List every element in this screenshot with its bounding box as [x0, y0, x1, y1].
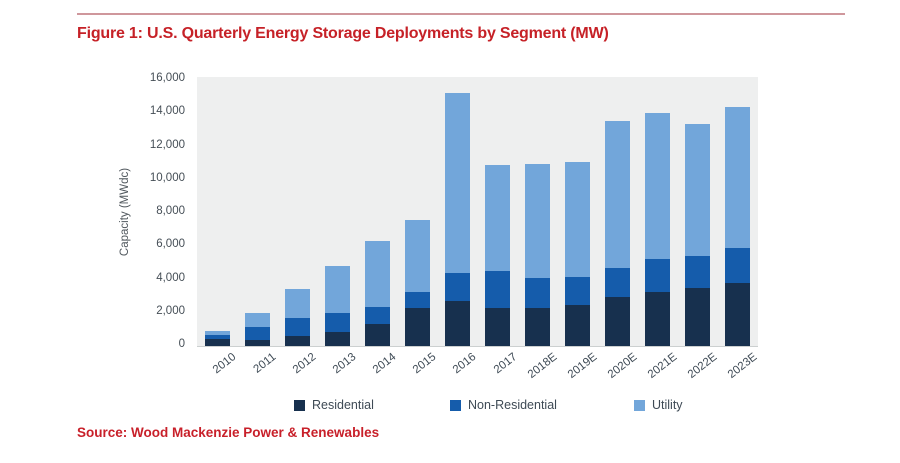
bar-2016-residential: [444, 300, 470, 346]
bar-2015-utility: [404, 220, 430, 292]
legend-swatch-icon: [634, 399, 645, 411]
bar-2017-residential: [485, 308, 511, 346]
bar-2023E-residential: [725, 282, 751, 346]
legend-label: Residential: [312, 398, 374, 412]
bar-2017-non-residential: [485, 270, 511, 309]
bar-2012-non-residential: [284, 318, 310, 336]
bar-2011: [244, 312, 270, 346]
bar-2021E-non-residential: [645, 259, 671, 292]
y-tick-10000: 10,000: [149, 171, 185, 184]
bar-2016: [444, 93, 470, 346]
bar-2010-residential: [204, 339, 230, 346]
bar-2015-non-residential: [404, 291, 430, 309]
bar-2021E-residential: [645, 291, 671, 346]
bar-2013-residential: [324, 331, 350, 346]
header-rule: [77, 13, 845, 15]
bar-2016-non-residential: [444, 272, 470, 301]
bar-2010-utility: [204, 330, 230, 336]
bar-2010: [204, 330, 230, 346]
legend-swatch-icon: [450, 399, 461, 411]
legend-label: Non-Residential: [468, 398, 557, 412]
y-tick-2000: 2,000: [156, 304, 185, 317]
bar-2023E-utility: [725, 107, 751, 248]
bar-2014-residential: [364, 324, 390, 346]
bar-2018E-utility: [525, 164, 551, 278]
bar-2022E-non-residential: [685, 255, 711, 289]
bar-2012-residential: [284, 336, 310, 346]
bar-2019E-non-residential: [565, 276, 591, 306]
bar-2020E-utility: [605, 120, 631, 269]
bar-2014-non-residential: [364, 306, 390, 325]
bar-2011-residential: [244, 340, 270, 346]
bar-2020E-non-residential: [605, 268, 631, 297]
bar-2018E: [525, 164, 551, 346]
bar-2022E-utility: [685, 124, 711, 256]
bar-2023E-non-residential: [725, 247, 751, 283]
bar-2019E: [565, 161, 591, 346]
legend-item-non-residential: Non-Residential: [450, 398, 557, 412]
bar-2012: [284, 289, 310, 346]
bar-2021E: [645, 113, 671, 346]
bar-2011-utility: [244, 312, 270, 327]
bar-2018E-residential: [525, 308, 551, 346]
y-tick-12000: 12,000: [149, 138, 185, 151]
bar-2019E-residential: [565, 305, 591, 346]
bar-2013-utility: [324, 265, 350, 313]
source-note: Source: Wood Mackenzie Power & Renewable…: [77, 425, 380, 440]
legend-label: Utility: [652, 398, 683, 412]
bar-2015-residential: [404, 308, 430, 346]
y-tick-0: 0: [178, 338, 185, 350]
bar-2014-utility: [364, 240, 390, 307]
y-tick-6000: 6,000: [156, 238, 185, 251]
bar-2016-utility: [444, 93, 470, 273]
bar-2011-non-residential: [244, 326, 270, 341]
legend-item-residential: Residential: [294, 398, 374, 412]
y-tick-16000: 16,000: [149, 72, 185, 84]
y-tick-8000: 8,000: [156, 205, 185, 217]
bar-2021E-utility: [645, 113, 671, 260]
x-label-2023E: 2023E: [725, 351, 760, 381]
bar-2020E-residential: [605, 296, 631, 346]
legend-item-utility: Utility: [634, 398, 683, 412]
bar-2014: [364, 240, 390, 346]
bar-2017-utility: [485, 164, 511, 271]
bar-2017: [485, 164, 511, 346]
plot-area: [197, 77, 758, 347]
y-tick-14000: 14,000: [149, 105, 185, 118]
bar-2020E: [605, 120, 631, 346]
bar-2018E-non-residential: [525, 277, 551, 309]
figure-title: Figure 1: U.S. Quarterly Energy Storage …: [77, 25, 609, 42]
bar-2015: [404, 220, 430, 346]
bar-2022E-residential: [685, 288, 711, 346]
bar-2022E: [685, 124, 711, 346]
bar-2013: [324, 265, 350, 346]
y-tick-4000: 4,000: [156, 271, 185, 284]
bar-2010-non-residential: [204, 335, 230, 340]
bar-2023E: [725, 107, 751, 346]
bar-2012-utility: [284, 289, 310, 319]
bar-2013-non-residential: [324, 312, 350, 332]
legend-swatch-icon: [294, 399, 305, 411]
bar-2019E-utility: [565, 161, 591, 277]
